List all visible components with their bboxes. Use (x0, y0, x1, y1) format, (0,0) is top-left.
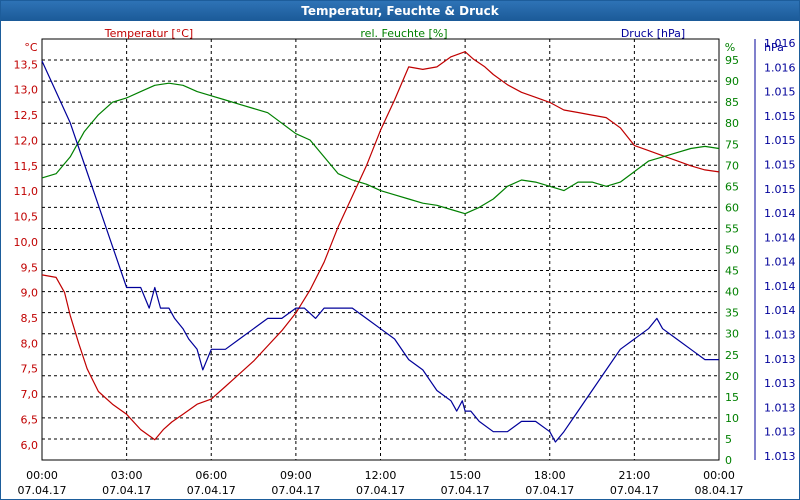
pressure-unit-label: hPa (764, 41, 784, 54)
humidity-tick-label: 80 (725, 117, 739, 130)
temperature-tick-label: 6,5 (21, 413, 39, 426)
pressure-tick-label: 1.013 (764, 401, 796, 414)
x-tick-label-time: 00:00 (26, 469, 58, 482)
temperature-tick-label: 11,0 (14, 185, 39, 198)
temperature-tick-label: 12,0 (14, 134, 39, 147)
pressure-tick-label: 1.014 (764, 256, 796, 269)
pressure-tick-label: 1.014 (764, 231, 796, 244)
humidity-axis-title: rel. Feuchte [%] (360, 27, 447, 40)
temperature-tick-label: 9,5 (21, 261, 39, 274)
pressure-tick-label: 1.013 (764, 329, 796, 342)
pressure-tick-label: 1.015 (764, 110, 796, 123)
pressure-tick-label: 1.016 (764, 37, 796, 50)
humidity-tick-label: 30 (725, 328, 739, 341)
x-tick-label-date: 07.04.17 (441, 484, 490, 497)
x-tick-label-date: 07.04.17 (18, 484, 67, 497)
humidity-tick-label: 65 (725, 180, 739, 193)
temperature-tick-label: 10,0 (14, 236, 39, 249)
humidity-tick-label: 35 (725, 307, 739, 320)
pressure-tick-label: 1.014 (764, 280, 796, 293)
x-tick-label-time: 09:00 (280, 469, 312, 482)
humidity-tick-label: 75 (725, 138, 739, 151)
x-tick-label-time: 15:00 (449, 469, 481, 482)
pressure-tick-label: 1.013 (764, 353, 796, 366)
temperature-unit-label: °C (24, 41, 38, 54)
humidity-tick-label: 5 (725, 433, 732, 446)
humidity-tick-label: 85 (725, 96, 739, 109)
temperature-tick-label: 10,5 (14, 211, 39, 224)
humidity-tick-label: 45 (725, 265, 739, 278)
humidity-tick-label: 40 (725, 286, 739, 299)
x-tick-label-date: 07.04.17 (525, 484, 574, 497)
humidity-tick-label: 15 (725, 391, 739, 404)
x-tick-label-date: 07.04.17 (271, 484, 320, 497)
temperature-tick-label: 6,0 (21, 439, 39, 452)
pressure-tick-label: 1.013 (764, 450, 796, 463)
x-tick-label-time: 18:00 (534, 469, 566, 482)
humidity-tick-label: 90 (725, 75, 739, 88)
x-tick-label-time: 00:00 (703, 469, 735, 482)
humidity-tick-label: 0 (725, 454, 732, 467)
temperature-tick-label: 8,0 (21, 337, 39, 350)
x-tick-label-date: 07.04.17 (187, 484, 236, 497)
plot-area-border (41, 38, 720, 461)
humidity-tick-label: 70 (725, 159, 739, 172)
temperature-tick-label: 12,5 (14, 109, 39, 122)
humidity-tick-label: 25 (725, 349, 739, 362)
x-tick-label-time: 06:00 (195, 469, 227, 482)
x-tick-label-date: 08.04.17 (695, 484, 744, 497)
pressure-tick-label: 1.014 (764, 304, 796, 317)
pressure-tick-label: 1.015 (764, 158, 796, 171)
pressure-tick-label: 1.016 (764, 61, 796, 74)
temperature-axis-title: Temperatur [°C] (104, 27, 193, 40)
humidity-tick-label: 50 (725, 244, 739, 257)
series-line-humidity (41, 82, 720, 215)
humidity-tick-label: 95 (725, 54, 739, 67)
pressure-tick-label: 1.015 (764, 183, 796, 196)
temperature-tick-label: 13,0 (14, 84, 39, 97)
pressure-tick-label: 1.015 (764, 134, 796, 147)
temperature-tick-label: 7,5 (21, 363, 39, 376)
pressure-tick-label: 1.013 (764, 426, 796, 439)
x-tick-label-date: 07.04.17 (356, 484, 405, 497)
x-tick-label-time: 12:00 (365, 469, 397, 482)
temperature-tick-label: 7,0 (21, 388, 39, 401)
pressure-tick-label: 1.015 (764, 86, 796, 99)
x-tick-label-date: 07.04.17 (102, 484, 151, 497)
pressure-tick-label: 1.013 (764, 377, 796, 390)
humidity-tick-label: 10 (725, 412, 739, 425)
temperature-tick-label: 13,5 (14, 58, 39, 71)
humidity-unit-label: % (725, 41, 735, 54)
x-tick-label-time: 03:00 (111, 469, 143, 482)
pressure-axis-title: Druck [hPa] (621, 27, 685, 40)
temperature-tick-label: 11,5 (14, 160, 39, 173)
x-tick-label-date: 07.04.17 (610, 484, 659, 497)
humidity-tick-label: 20 (725, 370, 739, 383)
temperature-tick-label: 9,0 (21, 287, 39, 300)
window-title: Temperatur, Feuchte & Druck (1, 1, 799, 21)
pressure-tick-label: 1.014 (764, 207, 796, 220)
humidity-tick-label: 60 (725, 201, 739, 214)
series-line-temperature (41, 51, 720, 441)
humidity-tick-label: 55 (725, 222, 739, 235)
series-line-pressure (41, 60, 719, 443)
temperature-tick-label: 8,5 (21, 312, 39, 325)
x-tick-label-time: 21:00 (619, 469, 651, 482)
